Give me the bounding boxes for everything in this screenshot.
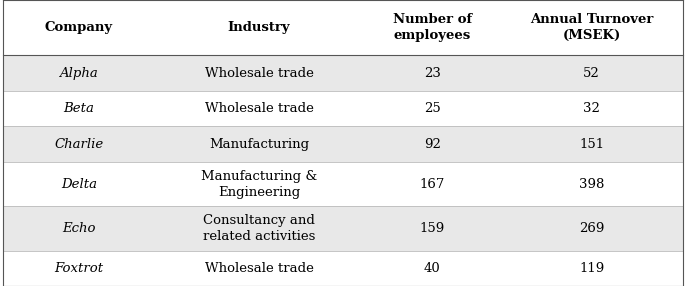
Text: 119: 119	[579, 262, 604, 275]
Text: Wholesale trade: Wholesale trade	[204, 102, 314, 115]
Text: Echo: Echo	[62, 222, 95, 235]
Text: Charlie: Charlie	[54, 138, 104, 151]
Text: Beta: Beta	[63, 102, 95, 115]
Text: Company: Company	[45, 21, 113, 34]
Text: Manufacturing &
Engineering: Manufacturing & Engineering	[201, 170, 317, 198]
Bar	[3, 0, 683, 55]
Text: Wholesale trade: Wholesale trade	[204, 67, 314, 80]
Text: Number of
employees: Number of employees	[392, 13, 472, 42]
Text: 269: 269	[579, 222, 604, 235]
Text: Annual Turnover
(MSEK): Annual Turnover (MSEK)	[530, 13, 653, 42]
Text: Manufacturing: Manufacturing	[209, 138, 309, 151]
Text: 52: 52	[583, 67, 600, 80]
Text: 151: 151	[579, 138, 604, 151]
Text: 25: 25	[424, 102, 440, 115]
Bar	[3, 55, 683, 91]
Bar	[3, 91, 683, 126]
Bar	[3, 126, 683, 162]
Text: Delta: Delta	[61, 178, 97, 190]
Text: 398: 398	[579, 178, 604, 190]
Text: 167: 167	[420, 178, 445, 190]
Text: 40: 40	[424, 262, 440, 275]
Text: Industry: Industry	[228, 21, 290, 34]
Text: Foxtrot: Foxtrot	[54, 262, 104, 275]
Bar	[3, 206, 683, 251]
Text: 159: 159	[420, 222, 445, 235]
Text: 32: 32	[583, 102, 600, 115]
Text: Consultancy and
related activities: Consultancy and related activities	[203, 214, 315, 243]
Text: 23: 23	[424, 67, 440, 80]
Bar	[3, 251, 683, 286]
Text: Wholesale trade: Wholesale trade	[204, 262, 314, 275]
Text: 92: 92	[424, 138, 440, 151]
Bar	[3, 162, 683, 206]
Text: Alpha: Alpha	[60, 67, 98, 80]
